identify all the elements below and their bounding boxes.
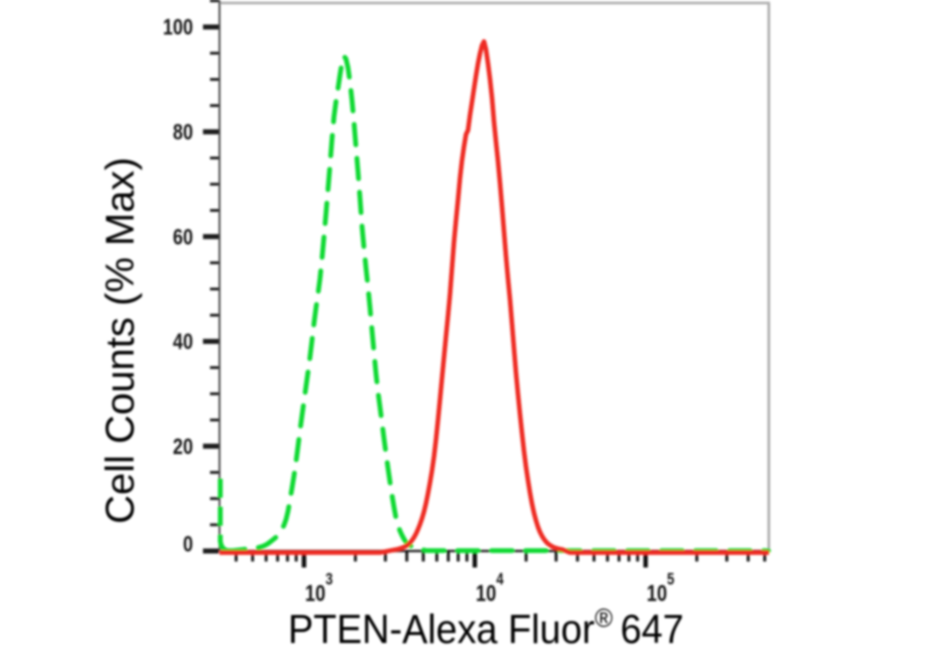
- svg-text:20: 20: [173, 435, 193, 459]
- svg-text:100: 100: [163, 16, 193, 40]
- svg-text:80: 80: [173, 121, 193, 145]
- svg-text:0: 0: [183, 533, 193, 557]
- svg-text:Cell Counts (% Max): Cell Counts (% Max): [99, 157, 143, 524]
- svg-text:40: 40: [173, 331, 193, 355]
- svg-text:PTEN-Alexa Fluor® 647: PTEN-Alexa Fluor® 647: [288, 604, 684, 652]
- svg-text:60: 60: [173, 226, 193, 250]
